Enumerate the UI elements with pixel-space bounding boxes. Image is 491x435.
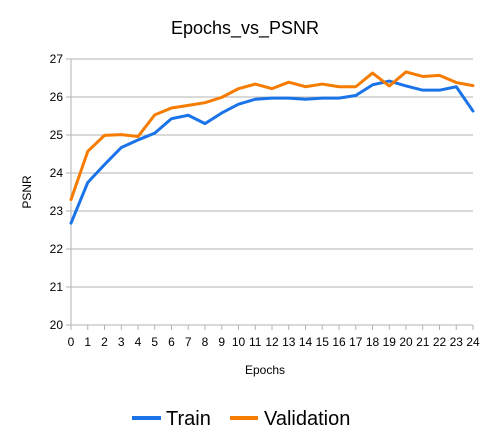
x-tick-label: 23 [450, 335, 464, 349]
x-tick-label: 18 [366, 335, 380, 349]
y-tick-label: 21 [50, 280, 64, 294]
x-tick-label: 20 [399, 335, 413, 349]
series-line-1 [69, 70, 475, 202]
series-line-0 [69, 79, 475, 225]
legend-label-1: Validation [264, 408, 350, 430]
x-tick-label: 24 [466, 335, 480, 349]
x-tick-label: 21 [416, 335, 430, 349]
legend-label-0: Train [166, 408, 211, 430]
x-tick-label: 0 [68, 335, 75, 349]
x-tick-label: 2 [101, 335, 108, 349]
x-tick-label: 17 [349, 335, 363, 349]
x-tick-labels: 0 1 2 3 4 5 6 7 8 9 10 11 12 13 14 15 16 17 18 19 20 21 22 23 24 [68, 335, 480, 349]
x-tick-label: 14 [299, 335, 313, 349]
y-tick-label: 22 [50, 242, 64, 256]
x-tick-label: 11 [249, 335, 262, 349]
x-tick-label: 15 [316, 335, 330, 349]
series-lines [69, 70, 475, 225]
x-tick-label: 1 [84, 335, 91, 349]
x-tick-label: 3 [118, 335, 125, 349]
x-tick-label: 13 [282, 335, 296, 349]
y-tick-label: 23 [50, 204, 64, 218]
axes [70, 59, 474, 330]
chart-title: Epochs_vs_PSNR [171, 18, 319, 39]
x-tick-label: 16 [332, 335, 346, 349]
y-axis-label: PSNR [20, 175, 34, 209]
y-tick-label: 24 [50, 166, 64, 180]
x-tick-label: 10 [232, 335, 246, 349]
legend: Train Validation [132, 408, 350, 430]
x-tick-label: 8 [202, 335, 209, 349]
y-tick-label: 27 [50, 52, 64, 66]
x-axis-label: Epochs [245, 363, 285, 377]
x-tick-label: 12 [265, 335, 279, 349]
x-tick-label: 5 [151, 335, 158, 349]
x-tick-label: 22 [433, 335, 447, 349]
y-tick-label: 25 [50, 128, 64, 142]
x-tick-label: 9 [218, 335, 225, 349]
x-tick-label: 7 [185, 335, 192, 349]
y-tick-label: 26 [50, 90, 64, 104]
y-tick-labels: 20 21 22 23 24 25 26 27 [50, 52, 64, 332]
x-tick-label: 6 [168, 335, 175, 349]
x-tick-label: 4 [135, 335, 142, 349]
x-tick-label: 19 [383, 335, 397, 349]
y-tick-label: 20 [50, 318, 64, 332]
